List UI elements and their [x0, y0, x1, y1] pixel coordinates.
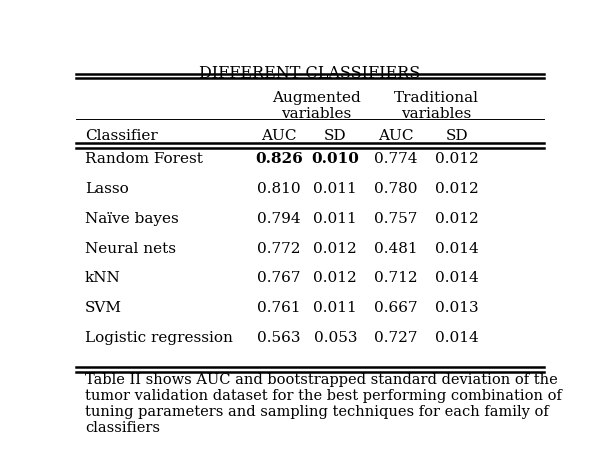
Text: 0.761: 0.761 [257, 301, 301, 315]
Text: 0.767: 0.767 [257, 271, 301, 286]
Text: DIFFERENT CLASSIFIERS: DIFFERENT CLASSIFIERS [199, 65, 420, 82]
Text: 0.012: 0.012 [435, 152, 479, 166]
Text: 0.011: 0.011 [313, 182, 357, 196]
Text: Table II shows AUC and bootstrapped standard deviation of the
tumor validation d: Table II shows AUC and bootstrapped stan… [85, 373, 562, 436]
Text: SVM: SVM [85, 301, 122, 315]
Text: 0.012: 0.012 [313, 271, 357, 286]
Text: Traditional
variables: Traditional variables [393, 91, 478, 121]
Text: 0.013: 0.013 [435, 301, 479, 315]
Text: 0.011: 0.011 [313, 301, 357, 315]
Text: 0.014: 0.014 [435, 242, 479, 255]
Text: 0.774: 0.774 [374, 152, 418, 166]
Text: 0.481: 0.481 [374, 242, 418, 255]
Text: 0.810: 0.810 [257, 182, 301, 196]
Text: AUC: AUC [262, 129, 297, 143]
Text: SD: SD [446, 129, 468, 143]
Text: kNN: kNN [85, 271, 121, 286]
Text: 0.011: 0.011 [313, 212, 357, 226]
Text: AUC: AUC [378, 129, 414, 143]
Text: 0.014: 0.014 [435, 331, 479, 345]
Text: 0.010: 0.010 [311, 152, 359, 166]
Text: Neural nets: Neural nets [85, 242, 176, 255]
Text: 0.780: 0.780 [374, 182, 418, 196]
Text: Naïve bayes: Naïve bayes [85, 212, 179, 226]
Text: 0.014: 0.014 [435, 271, 479, 286]
Text: 0.712: 0.712 [374, 271, 418, 286]
Text: Lasso: Lasso [85, 182, 129, 196]
Text: SD: SD [324, 129, 347, 143]
Text: 0.012: 0.012 [313, 242, 357, 255]
Text: 0.772: 0.772 [257, 242, 301, 255]
Text: 0.794: 0.794 [257, 212, 301, 226]
Text: 0.757: 0.757 [374, 212, 418, 226]
Text: 0.563: 0.563 [257, 331, 301, 345]
Text: Logistic regression: Logistic regression [85, 331, 233, 345]
Text: 0.053: 0.053 [313, 331, 357, 345]
Text: 0.012: 0.012 [435, 212, 479, 226]
Text: Random Forest: Random Forest [85, 152, 203, 166]
Text: Augmented
variables: Augmented variables [272, 91, 361, 121]
Text: 0.826: 0.826 [255, 152, 303, 166]
Text: Classifier: Classifier [85, 129, 158, 143]
Text: 0.727: 0.727 [374, 331, 418, 345]
Text: 0.012: 0.012 [435, 182, 479, 196]
Text: 0.667: 0.667 [374, 301, 418, 315]
